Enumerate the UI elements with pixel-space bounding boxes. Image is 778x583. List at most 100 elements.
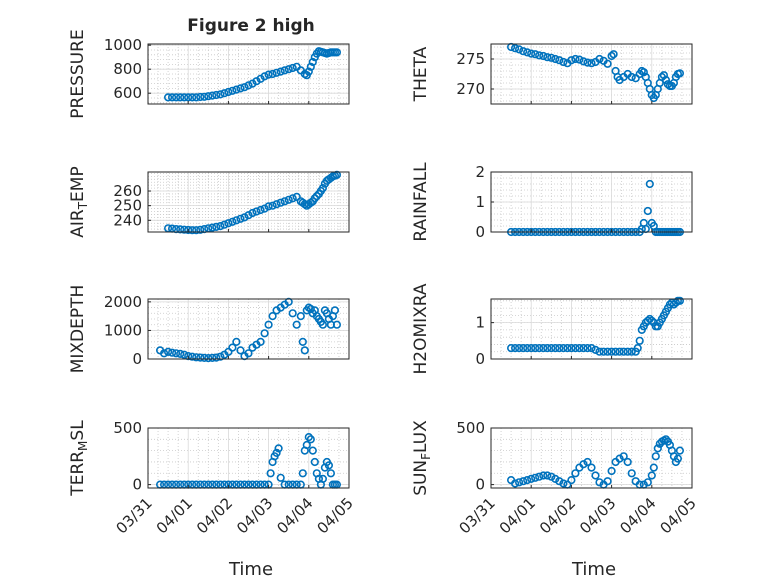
data-point bbox=[168, 348, 177, 357]
data-point bbox=[318, 474, 328, 484]
data-point bbox=[260, 329, 269, 338]
data-point bbox=[228, 343, 237, 352]
data-point bbox=[609, 50, 618, 59]
data-point bbox=[188, 226, 197, 235]
data-point bbox=[256, 74, 265, 83]
y-tick-label: 2 bbox=[475, 163, 485, 181]
data-point bbox=[208, 91, 217, 100]
data-point bbox=[306, 435, 315, 444]
x-tick-label: 04/01 bbox=[496, 494, 539, 537]
data-point bbox=[276, 473, 285, 482]
data-point bbox=[224, 219, 233, 228]
data-point bbox=[236, 346, 245, 355]
data-point bbox=[579, 460, 588, 469]
data-point bbox=[514, 478, 524, 487]
data-point bbox=[264, 320, 273, 329]
data-point bbox=[204, 92, 213, 101]
y-tick-label: 1 bbox=[475, 193, 485, 211]
data-point bbox=[591, 345, 600, 355]
data-point bbox=[284, 65, 293, 74]
data-point bbox=[188, 93, 197, 102]
data-point bbox=[571, 469, 580, 478]
y-tick-label: 500 bbox=[456, 419, 485, 437]
data-point bbox=[595, 347, 604, 356]
data-point bbox=[603, 477, 612, 486]
data-point bbox=[288, 194, 297, 203]
data-point bbox=[308, 57, 317, 67]
y-tick-label: 270 bbox=[456, 80, 485, 98]
data-point bbox=[579, 344, 588, 353]
data-point bbox=[256, 337, 265, 347]
y-axis-label: AIRTEMP bbox=[68, 166, 90, 237]
data-point bbox=[192, 93, 201, 102]
data-point bbox=[673, 454, 683, 463]
data-point bbox=[304, 67, 313, 76]
x-tick-label: 03/31 bbox=[456, 494, 499, 537]
data-point bbox=[184, 93, 193, 102]
data-point bbox=[236, 84, 245, 93]
data-point bbox=[571, 344, 580, 353]
data-point bbox=[200, 92, 209, 101]
y-tick-label: 240 bbox=[113, 211, 142, 229]
data-point bbox=[619, 347, 628, 356]
data-point bbox=[318, 320, 328, 329]
data-point bbox=[176, 349, 185, 359]
x-tick-label: 04/04 bbox=[616, 494, 659, 537]
data-point bbox=[555, 477, 564, 486]
data-point bbox=[519, 47, 528, 56]
data-point bbox=[643, 478, 652, 487]
data-point bbox=[551, 54, 560, 64]
x-axis-label-right: Time bbox=[571, 559, 616, 580]
y-axis-label: SUNFLUX bbox=[411, 420, 433, 496]
data-point bbox=[527, 49, 536, 58]
data-point bbox=[240, 83, 249, 92]
axes-box bbox=[147, 43, 350, 105]
y-axis-label: TERRMSL bbox=[68, 420, 90, 497]
data-point bbox=[326, 469, 336, 478]
data-point bbox=[531, 473, 540, 482]
data-point bbox=[232, 85, 241, 94]
data-point bbox=[310, 457, 319, 467]
data-point bbox=[332, 320, 342, 329]
data-point bbox=[280, 197, 289, 206]
data-point bbox=[607, 347, 616, 356]
y-tick-label: 0 bbox=[475, 223, 485, 241]
data-point bbox=[649, 463, 658, 472]
data-point bbox=[639, 68, 648, 77]
data-point bbox=[288, 63, 297, 73]
data-point bbox=[627, 72, 636, 82]
data-point bbox=[236, 214, 245, 223]
x-tick-label: 04/02 bbox=[536, 494, 579, 537]
data-point bbox=[547, 53, 556, 62]
data-point bbox=[240, 213, 249, 222]
data-point bbox=[272, 68, 281, 77]
data-point bbox=[539, 344, 548, 353]
y-axis-label: PRESSURE bbox=[68, 29, 88, 118]
data-point bbox=[571, 54, 580, 64]
data-point bbox=[535, 344, 544, 353]
data-point bbox=[264, 70, 273, 79]
series-h2omixra bbox=[507, 296, 685, 356]
y-tick-label: 1000 bbox=[104, 36, 142, 54]
data-point bbox=[591, 471, 600, 480]
data-point bbox=[252, 77, 261, 86]
y-tick-label: 0 bbox=[132, 476, 142, 494]
y-tick-label: 250 bbox=[113, 197, 142, 215]
data-point bbox=[510, 44, 520, 53]
data-point bbox=[288, 309, 297, 318]
data-point bbox=[260, 204, 269, 213]
data-point bbox=[176, 225, 185, 234]
data-point bbox=[599, 347, 608, 356]
data-point bbox=[248, 208, 257, 218]
data-point bbox=[208, 353, 217, 363]
data-point bbox=[555, 56, 564, 65]
data-point bbox=[539, 471, 548, 480]
data-point bbox=[232, 337, 241, 347]
data-point bbox=[168, 93, 177, 102]
data-point bbox=[647, 471, 656, 480]
axes-box bbox=[147, 298, 350, 360]
data-point bbox=[551, 474, 560, 484]
y-tick-label: 500 bbox=[113, 419, 142, 437]
